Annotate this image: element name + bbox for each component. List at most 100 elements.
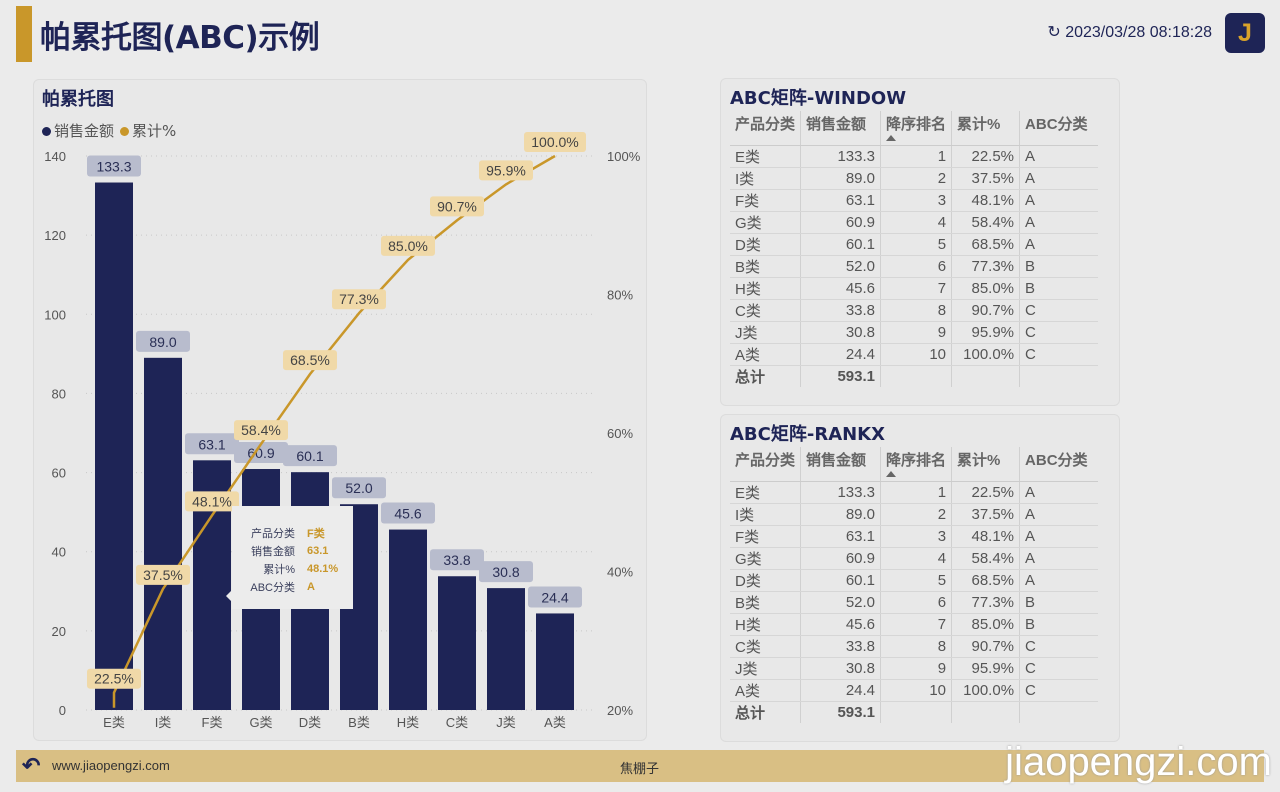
table-cell: G类 (730, 211, 802, 234)
column-header[interactable]: 产品分类 (730, 111, 802, 146)
table-cell: E类 (730, 481, 802, 504)
sort-ascending-icon[interactable] (886, 135, 897, 141)
table-cell: 90.7% (951, 299, 1021, 322)
table-cell: B类 (730, 591, 802, 614)
bar-data-label: 60.9 (247, 445, 274, 461)
bar-label-bg (479, 561, 533, 583)
column-header[interactable]: 降序排名 (880, 447, 953, 482)
chart-legend: 销售金额 累计% (42, 120, 176, 141)
back-icon[interactable]: ↶ (22, 753, 41, 778)
bar-data-label: 33.8 (443, 552, 470, 568)
table-cell: I类 (730, 167, 802, 190)
table-cell: 5 (880, 233, 953, 256)
table-cell: 4 (880, 547, 953, 570)
table-row: A类 24.4 10 100.0% C (730, 679, 1098, 702)
column-header[interactable]: 销售金额 (800, 111, 882, 146)
tooltip-value: A (307, 581, 315, 593)
table-cell: A (1019, 525, 1098, 548)
abc-window-table: 产品分类 销售金额 降序排名 累计% ABC分类 E类 133.3 1 22.5% A I类 89.0… (730, 111, 1098, 387)
table-cell: 22.5% (951, 145, 1021, 168)
column-header[interactable]: 销售金额 (800, 447, 882, 482)
bar-label-bg (528, 586, 582, 608)
table-cell: C (1019, 299, 1098, 322)
table-cell: A (1019, 481, 1098, 504)
y-left-tick-label: 80 (52, 386, 66, 401)
table-cell: D类 (730, 233, 802, 256)
table-header-row: 产品分类 销售金额 降序排名 累计% ABC分类 (730, 447, 1098, 482)
legend-label: 销售金额 (54, 122, 115, 140)
table-cell: 6 (880, 255, 953, 278)
table-cell: 37.5% (951, 503, 1021, 526)
table-cell: C (1019, 343, 1098, 366)
bar-data-label: 30.8 (492, 564, 519, 580)
table-row: F类 63.1 3 48.1% A (730, 189, 1098, 212)
table-cell: C (1019, 657, 1098, 680)
x-tick-label: C类 (446, 715, 468, 730)
page-title: 帕累托图(ABC)示例 (40, 20, 320, 56)
table-cell: 30.8 (800, 321, 882, 344)
line-label-bg (185, 491, 239, 512)
line-label-bg (332, 289, 386, 310)
tooltip-row: 累计% 48.1% (232, 560, 353, 578)
line-label-bg (524, 132, 586, 152)
x-tick-label: F类 (202, 715, 223, 730)
bar (144, 357, 182, 710)
line-data-label: 68.5% (290, 352, 330, 368)
table-row: I类 89.0 2 37.5% A (730, 167, 1098, 190)
column-header[interactable]: ABC分类 (1019, 447, 1098, 482)
table-cell: 85.0% (951, 613, 1021, 636)
table-row: H类 45.6 7 85.0% B (730, 613, 1098, 636)
y-left-tick-label: 140 (44, 149, 66, 164)
table-cell: 33.8 (800, 299, 882, 322)
table-total-row: 总计 593.1 (730, 701, 1098, 723)
sort-ascending-icon[interactable] (886, 471, 897, 477)
footer: ↶ www.jiaopengzi.com 焦棚子 (16, 750, 1264, 782)
bar-data-label: 63.1 (198, 436, 225, 452)
table-cell: 总计 (730, 701, 802, 723)
refresh-icon[interactable]: ↻ (1047, 24, 1061, 41)
column-header[interactable]: 累计% (951, 447, 1021, 482)
table-cell: 68.5% (951, 233, 1021, 256)
table-cell: A (1019, 167, 1098, 190)
y-left-tick-label: 40 (52, 545, 66, 560)
table-cell: A (1019, 569, 1098, 592)
line-data-label: 58.4% (241, 422, 281, 438)
legend-item-sales[interactable]: 销售金额 (42, 120, 114, 141)
bar-label-bg (283, 445, 337, 467)
table-cell: B类 (730, 255, 802, 278)
table-row: G类 60.9 4 58.4% A (730, 547, 1098, 570)
table-cell: 63.1 (800, 525, 882, 548)
column-header[interactable]: 产品分类 (730, 447, 802, 482)
table-cell: 3 (880, 189, 953, 212)
legend-item-cumulative[interactable]: 累计% (120, 120, 176, 141)
table-row: J类 30.8 9 95.9% C (730, 657, 1098, 680)
refresh-timestamp[interactable]: ↻ 2023/03/28 08:18:28 (1047, 22, 1212, 42)
column-header[interactable]: 降序排名 (880, 111, 953, 146)
table-cell (880, 365, 953, 387)
table-row: E类 133.3 1 22.5% A (730, 481, 1098, 504)
table-cell: 8 (880, 299, 953, 322)
table-cell: 1 (880, 481, 953, 504)
bar-data-label: 45.6 (394, 506, 421, 522)
column-header[interactable]: ABC分类 (1019, 111, 1098, 146)
x-tick-label: I类 (155, 715, 172, 730)
bar (487, 588, 525, 710)
table-cell: 58.4% (951, 211, 1021, 234)
table-cell: 6 (880, 591, 953, 614)
tooltip-value: F类 (307, 528, 325, 540)
table-cell: 45.6 (800, 277, 882, 300)
site-link[interactable]: www.jiaopengzi.com (52, 758, 170, 773)
logo: J (1225, 13, 1265, 53)
table-cell: 77.3% (951, 591, 1021, 614)
table-cell (951, 365, 1021, 387)
line-data-label: 48.1% (192, 493, 232, 509)
table-cell: 总计 (730, 365, 802, 387)
column-header[interactable]: 累计% (951, 111, 1021, 146)
table-cell: C类 (730, 299, 802, 322)
table-cell: C (1019, 635, 1098, 658)
table-cell: J类 (730, 657, 802, 680)
bar-data-label: 60.1 (296, 448, 323, 464)
line-label-bg (234, 420, 288, 441)
table-cell: 95.9% (951, 657, 1021, 680)
table-cell: 33.8 (800, 635, 882, 658)
